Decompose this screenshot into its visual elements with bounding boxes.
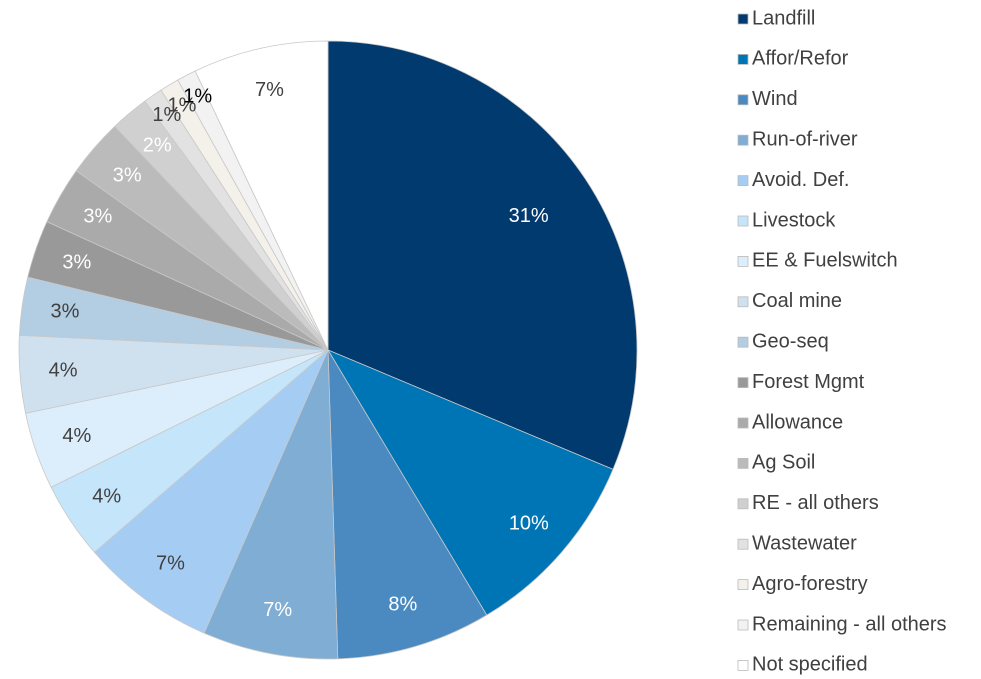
legend-label: Not specified	[752, 654, 868, 676]
legend-swatch	[737, 538, 749, 550]
legend-swatch	[737, 175, 749, 187]
legend-swatch	[737, 619, 749, 631]
legend-swatch	[737, 336, 749, 348]
legend-label: Affor/Refor	[752, 48, 849, 70]
data-label: 3%	[51, 300, 80, 322]
legend-label: Livestock	[752, 209, 836, 231]
data-label: 1%	[183, 86, 212, 108]
legend-label: Coal mine	[752, 290, 842, 312]
data-label: 4%	[49, 359, 78, 381]
legend-swatch	[737, 255, 749, 267]
pie-slice	[203, 349, 339, 660]
pie-slice	[194, 40, 329, 351]
legend-swatch	[737, 457, 749, 469]
pie-slice	[327, 40, 638, 470]
legend-swatch	[737, 417, 749, 429]
legend-swatch	[737, 660, 749, 671]
legend-swatch	[737, 377, 749, 389]
data-label: 4%	[92, 485, 121, 507]
pie-slice	[327, 349, 614, 616]
legend-swatch	[737, 13, 749, 25]
legend-swatch	[737, 498, 749, 510]
legend-swatch	[737, 579, 749, 590]
data-label: 7%	[263, 599, 292, 621]
data-label: 7%	[255, 79, 284, 101]
pie-slice	[327, 348, 488, 660]
legend-label: Ag Soil	[752, 452, 815, 474]
legend-label: Landfill	[752, 7, 815, 29]
legend-label: Run-of-river	[752, 128, 858, 150]
legend-label: RE - all others	[752, 492, 879, 514]
data-label: 8%	[388, 593, 417, 615]
legend-label: Forest Mgmt	[752, 371, 865, 393]
data-label: 7%	[156, 552, 185, 574]
legend-label: Remaining - all others	[752, 613, 947, 635]
legend-label: Allowance	[752, 411, 843, 433]
legend-label: EE & Fuelswitch	[752, 250, 898, 272]
data-label: 3%	[83, 205, 112, 227]
data-label: 31%	[509, 205, 549, 227]
data-label: 10%	[509, 512, 549, 534]
legend-swatch	[737, 296, 749, 308]
legend-swatch	[737, 215, 749, 227]
data-label: 1%	[152, 104, 181, 126]
data-label: 3%	[62, 251, 91, 273]
data-label: 4%	[62, 425, 91, 447]
legend-label: Geo-seq	[752, 330, 829, 352]
legend-label: Wastewater	[752, 532, 857, 554]
legend-swatch	[737, 54, 749, 65]
legend-swatch	[737, 134, 749, 146]
legend-label: Wind	[752, 88, 798, 110]
pie-slice	[93, 349, 329, 634]
legend-label: Avoid. Def.	[752, 169, 849, 191]
data-label: 3%	[113, 164, 142, 186]
legend-swatch	[737, 94, 749, 106]
data-label: 2%	[143, 135, 172, 157]
legend-label: Agro-forestry	[752, 573, 868, 595]
data-label: 1%	[168, 94, 197, 116]
